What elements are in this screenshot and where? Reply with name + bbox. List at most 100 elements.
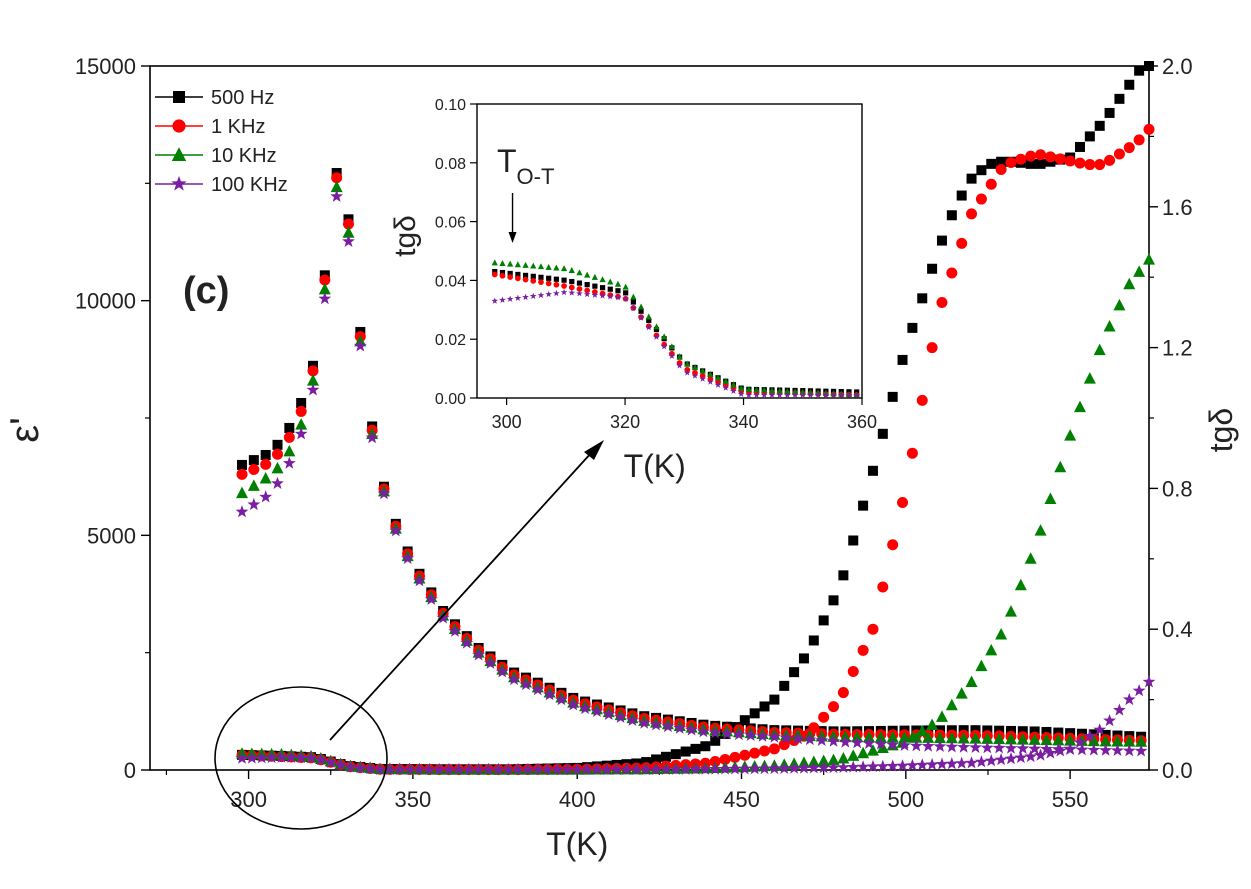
eps-point xyxy=(365,431,379,444)
tan-point xyxy=(669,762,683,775)
eps-point xyxy=(235,505,249,518)
tan-point xyxy=(1014,578,1027,591)
inset-x-tick-label: 360 xyxy=(847,412,877,432)
eps-point xyxy=(460,636,474,649)
eps-point xyxy=(424,592,438,605)
tan-point xyxy=(738,762,752,775)
inset-point xyxy=(699,367,706,374)
tan-point xyxy=(857,746,870,759)
x-tick-label: 500 xyxy=(887,787,924,812)
tan-point xyxy=(749,708,760,719)
eps-point xyxy=(519,677,533,691)
eps-point xyxy=(578,701,592,715)
eps-point xyxy=(803,732,817,746)
tan-point xyxy=(995,627,1008,640)
x-tick-label: 550 xyxy=(1052,787,1089,812)
inset-point xyxy=(592,283,598,289)
inset-point xyxy=(622,283,629,290)
legend-entry: 10 KHz xyxy=(211,145,277,167)
inset-y-tick-label: 0.06 xyxy=(435,215,466,232)
inset-point xyxy=(799,391,807,398)
tan-point xyxy=(639,762,653,776)
eps-point xyxy=(957,731,970,744)
tan-point xyxy=(827,753,840,766)
tan-point xyxy=(1103,714,1116,727)
inset-point xyxy=(492,268,498,275)
inset-point xyxy=(607,278,614,285)
tan-point xyxy=(1024,552,1037,564)
inset-point xyxy=(522,276,529,283)
inset-point xyxy=(768,391,776,398)
x-tick-label: 450 xyxy=(723,787,760,812)
inset-point xyxy=(645,323,653,331)
tan-point xyxy=(965,756,978,769)
tan-point xyxy=(235,751,249,764)
eps-point xyxy=(850,736,864,749)
tan-point xyxy=(1123,142,1135,154)
tan-point xyxy=(1122,692,1136,706)
tan-point xyxy=(1074,141,1085,152)
eps-point xyxy=(319,274,331,286)
eps-point xyxy=(401,551,415,564)
inset-point xyxy=(668,352,676,359)
eps-point xyxy=(720,727,734,740)
inset-x-tick-label: 340 xyxy=(729,412,759,432)
inset-point xyxy=(576,286,583,292)
eps-point xyxy=(1051,742,1065,755)
tan-point xyxy=(876,759,890,772)
tan-point xyxy=(887,391,898,402)
tan-point xyxy=(956,190,967,201)
tan-point xyxy=(926,342,938,354)
inset-y-tick-label: 0.04 xyxy=(435,273,466,290)
inset-point xyxy=(569,278,575,285)
eps-point xyxy=(732,727,746,741)
tan-point xyxy=(1024,749,1038,763)
eps-point xyxy=(992,741,1006,754)
inset-point xyxy=(653,326,660,333)
inset-point xyxy=(630,304,637,312)
tan-point xyxy=(590,762,604,776)
eps-point xyxy=(614,710,627,723)
tan-point xyxy=(975,193,987,205)
tan-point xyxy=(768,743,780,755)
tan-point xyxy=(541,762,554,776)
eps-point xyxy=(827,734,840,747)
eps-point xyxy=(353,339,367,352)
eps-point xyxy=(330,189,344,202)
inset-y-tick-label: 0.02 xyxy=(435,332,466,349)
inset-point xyxy=(845,391,853,398)
inset-y-tick-label: 0.10 xyxy=(435,97,466,114)
inset-point xyxy=(599,285,606,291)
panel-label: (c) xyxy=(183,270,229,312)
inset-point xyxy=(568,284,575,291)
y-left-axis-title: ε' xyxy=(3,417,47,442)
tan-point xyxy=(1133,134,1145,146)
inset-annotation-subscript: O-T xyxy=(517,164,555,189)
inset-point xyxy=(676,362,683,369)
tan-point xyxy=(1133,265,1146,277)
inset-point xyxy=(784,391,791,398)
inset-point xyxy=(707,378,714,385)
eps-point xyxy=(495,665,509,678)
tan-point xyxy=(995,163,1007,175)
legend-marker xyxy=(172,119,186,133)
inset-point xyxy=(837,391,845,398)
inset-point xyxy=(576,290,583,297)
inset-point xyxy=(553,281,560,288)
eps-point xyxy=(838,735,852,748)
eps-point xyxy=(673,721,687,734)
inset-point xyxy=(530,278,537,284)
inset-point xyxy=(545,263,552,270)
tan-point xyxy=(926,718,939,730)
inset-point xyxy=(684,360,691,367)
y-left-tick-label: 0 xyxy=(124,758,136,783)
eps-point xyxy=(342,218,354,230)
inset-point xyxy=(630,293,637,300)
tan-point xyxy=(955,756,969,769)
tan-point xyxy=(1083,372,1096,384)
tan-point xyxy=(768,761,781,775)
tan-point xyxy=(432,762,446,776)
tan-point xyxy=(907,322,918,333)
tan-point xyxy=(1094,159,1106,171)
inset-point xyxy=(560,288,568,296)
